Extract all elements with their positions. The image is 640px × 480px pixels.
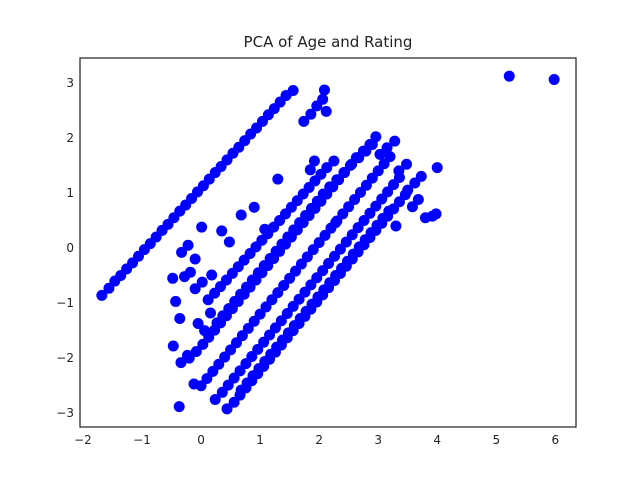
- scatter-point: [548, 73, 560, 85]
- x-axis-ticks: −2 −1 0 1 2 3 4 5 6: [74, 433, 559, 447]
- scatter-point: [235, 209, 247, 221]
- chart-title: PCA of Age and Rating: [243, 33, 413, 51]
- x-tick-label: 2: [315, 433, 323, 447]
- plot-area-frame: [79, 57, 577, 428]
- y-tick-label: 1: [66, 186, 74, 200]
- scatter-point: [170, 295, 182, 307]
- scatter-point: [320, 105, 332, 117]
- scatter-point: [304, 164, 316, 176]
- scatter-point: [318, 84, 330, 96]
- scatter-point: [192, 317, 204, 329]
- scatter-point: [305, 108, 317, 120]
- x-tick-label: 3: [374, 433, 382, 447]
- scatter-point: [308, 155, 320, 167]
- x-tick-label: 5: [492, 433, 500, 447]
- scatter-point: [189, 283, 201, 295]
- scatter-point: [206, 269, 218, 281]
- scatter-point: [175, 357, 187, 369]
- scatter-point: [248, 201, 260, 213]
- x-tick-label: 4: [433, 433, 441, 447]
- y-tick-label: −3: [56, 406, 74, 420]
- scatter-point: [412, 194, 424, 206]
- scatter-point: [223, 236, 235, 248]
- scatter-point: [374, 148, 386, 160]
- scatter-point: [183, 352, 195, 364]
- scatter-point: [182, 239, 194, 251]
- scatter-point: [204, 307, 216, 319]
- scatter-point: [366, 138, 378, 150]
- scatter-point: [173, 401, 185, 413]
- scatter-point: [196, 221, 208, 233]
- x-tick-label: 0: [197, 433, 205, 447]
- scatter-point: [381, 142, 393, 154]
- scatter-point: [346, 158, 358, 170]
- scatter-point: [167, 340, 179, 352]
- x-tick-label: 6: [552, 433, 560, 447]
- scatter-point: [209, 393, 221, 405]
- y-tick-label: −1: [56, 296, 74, 310]
- scatter-point: [384, 151, 396, 163]
- scatter-point: [317, 93, 329, 105]
- scatter-point: [96, 289, 108, 301]
- scatter-point: [390, 220, 402, 232]
- scatter-point: [393, 172, 405, 184]
- scatter-point: [287, 84, 299, 96]
- scatter-point: [353, 152, 365, 164]
- scatter-point: [389, 135, 401, 147]
- scatter-point: [503, 70, 515, 82]
- scatter-point: [430, 208, 442, 220]
- scatter-point: [383, 205, 395, 217]
- x-tick-label: −1: [133, 433, 151, 447]
- y-tick-label: 3: [66, 76, 74, 90]
- scatter-point: [167, 272, 179, 284]
- x-tick-label: 1: [256, 433, 264, 447]
- y-axis-ticks: −3 −2 −1 0 1 2 3: [56, 76, 74, 420]
- y-tick-label: −2: [56, 351, 74, 365]
- y-tick-label: 2: [66, 131, 74, 145]
- scatter-point: [216, 225, 228, 237]
- scatter-point: [174, 313, 186, 325]
- scatter-point: [321, 162, 333, 174]
- scatter-point: [431, 162, 443, 174]
- scatter-point: [415, 170, 427, 182]
- scatter-point: [328, 155, 340, 167]
- scatter-point: [399, 189, 411, 201]
- scatter-point: [196, 276, 208, 288]
- scatter-point: [190, 346, 202, 358]
- scatter-point: [259, 223, 271, 235]
- scatter-point: [221, 403, 233, 415]
- scatter-point: [339, 167, 351, 179]
- y-tick-label: 0: [66, 241, 74, 255]
- scatter-point: [184, 266, 196, 278]
- scatter-points: [96, 70, 560, 415]
- scatter-point: [189, 253, 201, 265]
- scatter-point: [272, 173, 284, 185]
- x-tick-label: −2: [74, 433, 92, 447]
- scatter-point: [298, 115, 310, 127]
- scatter-point: [176, 246, 188, 258]
- scatter-point: [401, 158, 413, 170]
